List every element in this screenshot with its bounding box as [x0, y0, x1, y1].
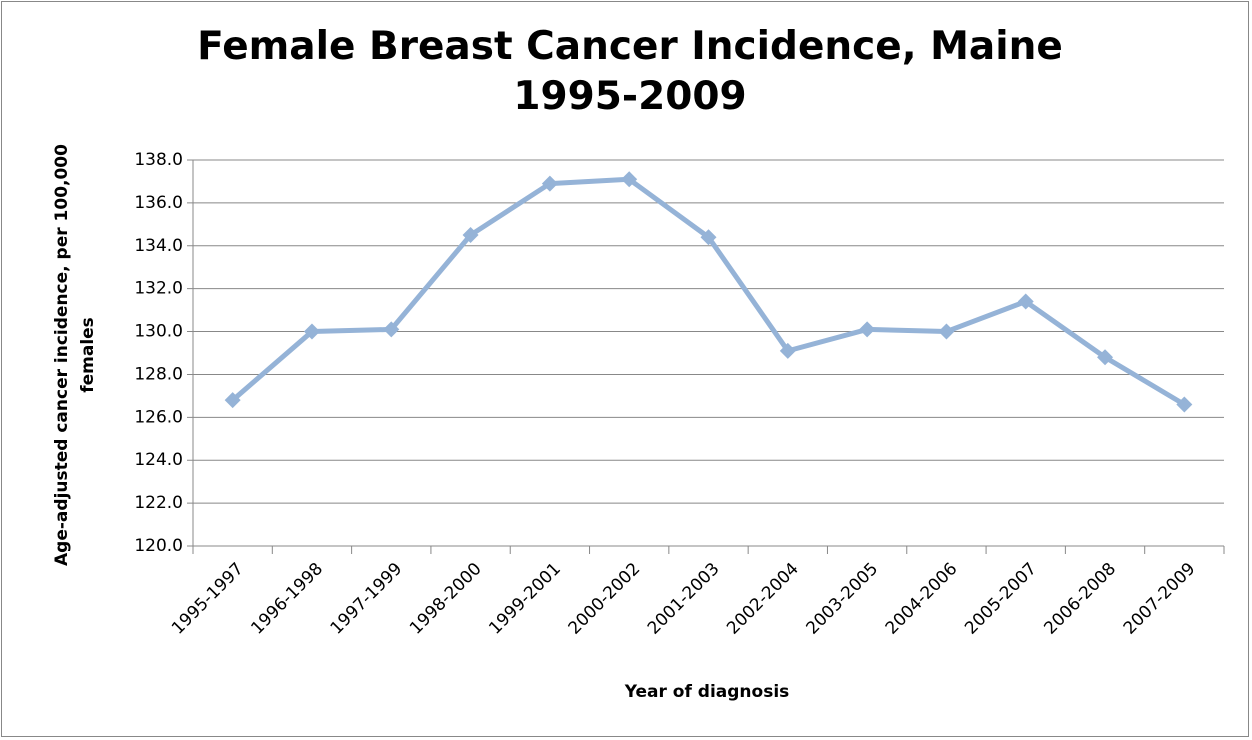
x-tick-label: 2006-2008 [1040, 559, 1120, 639]
x-tick-label: 2007-2009 [1120, 559, 1200, 639]
x-tick-label: 2003-2005 [803, 559, 883, 639]
marker [779, 342, 796, 359]
x-tick-label: 2005-2007 [961, 559, 1041, 639]
y-tick-label: 126.0 [134, 407, 183, 427]
x-tick-label: 1995-1997 [168, 559, 248, 639]
marker [541, 175, 558, 192]
y-tick-label: 136.0 [134, 193, 183, 213]
marker [1176, 396, 1193, 413]
marker [1097, 349, 1114, 366]
marker [700, 229, 717, 246]
x-tick-label: 1998-2000 [406, 559, 486, 639]
y-tick-label: 122.0 [134, 493, 183, 513]
y-tick-label: 130.0 [134, 322, 183, 342]
y-tick-label: 120.0 [134, 536, 183, 556]
marker [224, 392, 241, 409]
y-tick-label: 128.0 [134, 364, 183, 384]
x-tick-label: 2001-2003 [644, 559, 724, 639]
x-tick-label: 1999-2001 [485, 559, 565, 639]
y-tick-label: 132.0 [134, 279, 183, 299]
x-tick-label: 1996-1998 [247, 559, 327, 639]
x-axis-label: Year of diagnosis [624, 682, 790, 702]
marker [859, 321, 876, 338]
y-tick-label: 124.0 [134, 450, 183, 470]
marker [303, 323, 320, 340]
marker [462, 227, 479, 244]
chart-title: Female Breast Cancer Incidence, Maine 19… [197, 24, 1063, 119]
y-tick-label: 138.0 [134, 150, 183, 170]
x-tick-label: 2002-2004 [723, 559, 803, 639]
x-tick-label: 2000-2002 [565, 559, 645, 639]
marker [938, 323, 955, 340]
x-tick-label: 2004-2006 [882, 559, 962, 639]
line [231, 176, 1186, 407]
y-tick-label: 134.0 [134, 236, 183, 256]
marker [383, 321, 400, 338]
marker [621, 171, 638, 188]
marker [1017, 293, 1034, 310]
y-axis-label: Age-adjusted cancer incidence, per 100,0… [52, 144, 98, 566]
x-tick-label: 1997-1999 [327, 559, 407, 639]
